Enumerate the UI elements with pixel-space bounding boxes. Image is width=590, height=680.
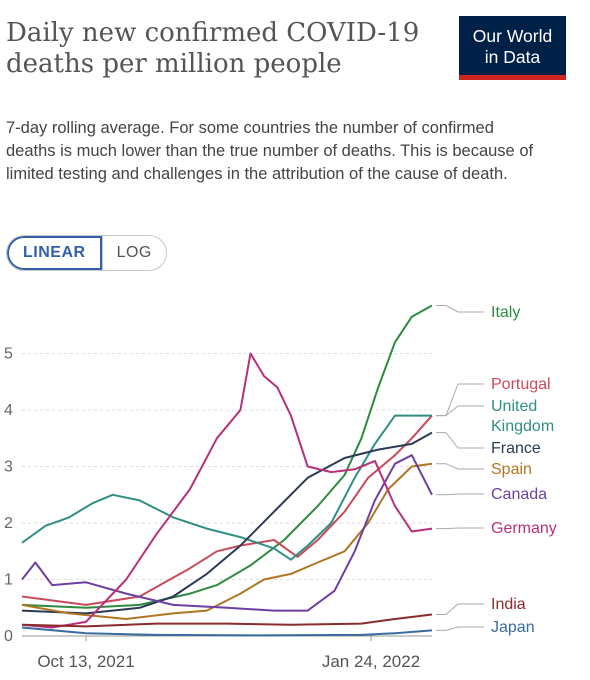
series-label-japan[interactable]: Japan bbox=[491, 619, 535, 636]
series-lines bbox=[21, 304, 433, 637]
x-axis-ticks: Oct 13, 2021 Jan 24, 2022 bbox=[37, 636, 420, 671]
series-label-germany[interactable]: Germany bbox=[491, 520, 557, 537]
series-label-united-kingdom[interactable]: United Kingdom bbox=[491, 398, 554, 435]
series-line-canada[interactable] bbox=[21, 454, 433, 612]
label-connector bbox=[436, 493, 484, 496]
label-connector bbox=[436, 383, 484, 417]
series-line-india[interactable] bbox=[21, 613, 433, 628]
series-label-italy[interactable]: Italy bbox=[491, 304, 520, 321]
series-label-france[interactable]: France bbox=[491, 440, 541, 457]
label-connector bbox=[436, 305, 484, 313]
label-connector bbox=[436, 626, 484, 631]
series-line-germany[interactable] bbox=[21, 352, 433, 629]
series-line-portugal[interactable] bbox=[21, 414, 433, 606]
linear-scale-button[interactable]: LINEAR bbox=[7, 236, 102, 270]
x-tick-label: Oct 13, 2021 bbox=[37, 652, 134, 671]
y-tick-label: 1 bbox=[4, 572, 13, 589]
logo-line-2: in Data bbox=[484, 47, 541, 67]
label-connector bbox=[436, 463, 484, 470]
label-connector bbox=[436, 527, 484, 530]
y-axis-ticks: 0 1 2 3 4 5 bbox=[4, 346, 13, 646]
grid-lines bbox=[22, 353, 432, 637]
series-label-spain[interactable]: Spain bbox=[491, 461, 532, 478]
series-label-canada[interactable]: Canada bbox=[491, 486, 547, 503]
x-tick-label: Jan 24, 2022 bbox=[322, 652, 420, 671]
label-connector bbox=[436, 405, 484, 417]
series-line-spain[interactable] bbox=[21, 462, 433, 620]
y-tick-label: 5 bbox=[4, 346, 13, 363]
series-line-italy[interactable] bbox=[21, 304, 433, 609]
logo-accent-bar bbox=[459, 75, 566, 80]
owid-logo[interactable]: Our World in Data bbox=[459, 16, 566, 80]
y-tick-label: 0 bbox=[4, 628, 13, 645]
y-tick-label: 4 bbox=[4, 402, 13, 419]
scale-toggle: LINEAR LOG bbox=[6, 235, 167, 271]
y-tick-label: 2 bbox=[4, 515, 13, 532]
series-labels: Italy Portugal United Kingdom France Spain Can… bbox=[436, 304, 557, 636]
series-label-india[interactable]: India bbox=[491, 596, 526, 613]
series-label-portugal[interactable]: Portugal bbox=[491, 376, 551, 393]
y-tick-label: 3 bbox=[4, 459, 13, 476]
series-line-japan[interactable] bbox=[21, 626, 433, 637]
label-connector bbox=[436, 603, 484, 615]
logo-line-1: Our World bbox=[472, 26, 553, 46]
label-connector bbox=[436, 432, 484, 449]
chart-title: Daily new confirmed COVID-19 deaths per … bbox=[6, 18, 420, 79]
log-scale-button[interactable]: LOG bbox=[101, 236, 166, 270]
series-line-united-kingdom[interactable] bbox=[21, 414, 432, 561]
chart-subtitle: 7-day rolling average. For some countrie… bbox=[6, 119, 534, 183]
series-line-france[interactable] bbox=[21, 431, 433, 615]
